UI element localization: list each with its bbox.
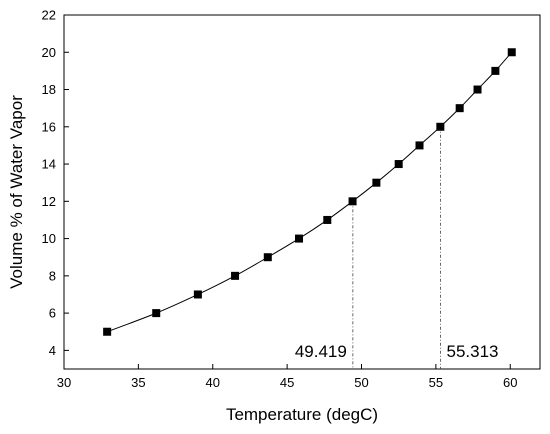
droplines [352,126,441,369]
x-tick-label: 40 [206,375,220,390]
data-point [372,178,381,187]
y-tick-label: 20 [42,45,56,60]
data-point [473,85,482,94]
series-line [106,51,513,333]
x-tick-label: 55 [429,375,443,390]
x-axis-ticks: 30 35 40 45 50 55 60 [57,364,517,390]
data-point [323,215,332,224]
data-point [193,290,202,299]
y-tick-label: 10 [42,231,56,246]
y-tick-label: 4 [49,343,56,358]
y-tick-label: 22 [42,8,56,23]
y-tick-label: 12 [42,194,56,209]
y-axis-ticks: 4 6 8 10 12 14 16 18 20 22 [42,8,69,358]
annotation-label: 49.419 [295,342,347,361]
data-point [436,122,445,131]
y-tick-label: 14 [42,157,56,172]
data-point [394,160,403,169]
x-tick-label: 30 [57,375,71,390]
x-axis-title: Temperature (degC) [226,405,378,424]
plot-frame [63,14,541,370]
data-point [348,197,357,206]
data-point [103,327,112,336]
data-point [491,66,500,75]
y-tick-label: 18 [42,82,56,97]
x-tick-label: 60 [503,375,517,390]
x-tick-label: 35 [131,375,145,390]
data-point [455,104,464,113]
annotation-label: 55.313 [447,342,499,361]
x-tick-label: 50 [354,375,368,390]
y-tick-label: 16 [42,119,56,134]
y-tick-label: 6 [49,306,56,321]
data-point [231,271,240,280]
data-point [507,48,516,57]
series-points [103,48,516,336]
x-tick-label: 45 [280,375,294,390]
data-point [415,141,424,150]
y-axis-title: Volume % of Water Vapor [7,95,26,289]
data-point [263,253,272,262]
y-tick-label: 8 [49,268,56,283]
annotations: 49.419 55.313 [295,342,499,361]
data-point [295,234,304,243]
data-point [152,309,161,318]
